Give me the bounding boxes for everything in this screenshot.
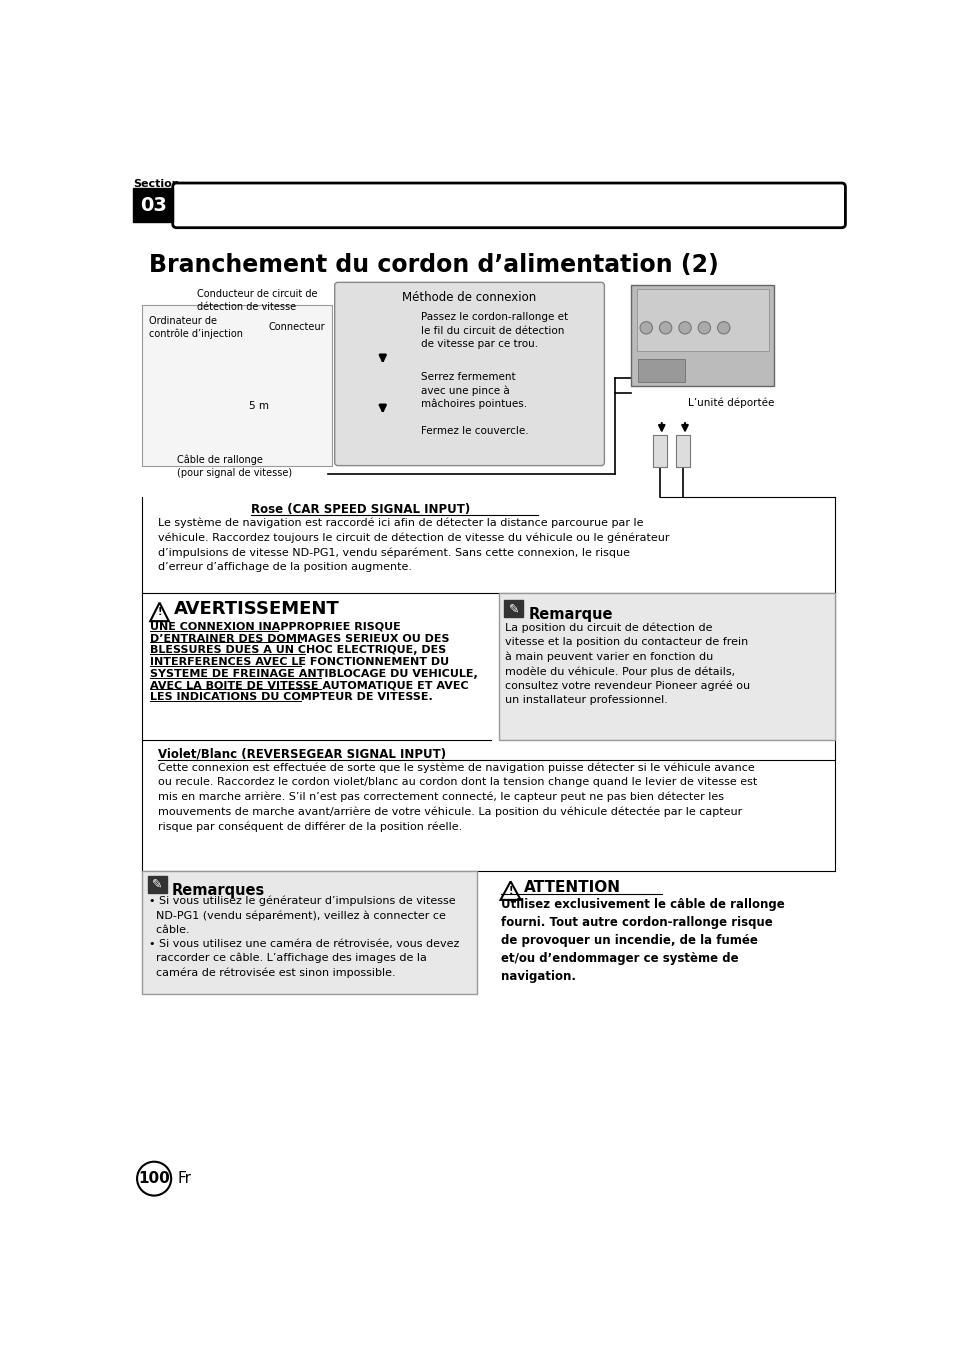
Text: Utilisez exclusivement le câble de rallonge
fourni. Tout autre cordon-rallonge r: Utilisez exclusivement le câble de rallo…	[500, 898, 783, 983]
FancyBboxPatch shape	[335, 283, 604, 465]
Text: !: !	[157, 607, 162, 617]
Circle shape	[698, 322, 710, 334]
FancyBboxPatch shape	[653, 435, 666, 468]
Text: SYSTEME DE FREINAGE ANTIBLOCAGE DU VEHICULE,: SYSTEME DE FREINAGE ANTIBLOCAGE DU VEHIC…	[150, 669, 477, 679]
Text: L’unité déportée: L’unité déportée	[688, 397, 774, 407]
FancyBboxPatch shape	[630, 285, 773, 385]
FancyBboxPatch shape	[638, 358, 684, 381]
Text: Méthode de connexion: Méthode de connexion	[402, 291, 537, 304]
Circle shape	[639, 322, 652, 334]
Text: Fermez le couvercle.: Fermez le couvercle.	[421, 426, 529, 435]
Text: INTERFERENCES AVEC LE FONCTIONNEMENT DU: INTERFERENCES AVEC LE FONCTIONNEMENT DU	[150, 657, 449, 667]
Text: Remarque: Remarque	[528, 607, 613, 622]
FancyBboxPatch shape	[133, 188, 173, 222]
FancyBboxPatch shape	[504, 600, 522, 618]
Text: Branchement du cordon d’alimentation (2): Branchement du cordon d’alimentation (2)	[149, 253, 718, 277]
FancyBboxPatch shape	[148, 876, 167, 892]
Text: AVEC LA BOITE DE VITESSE AUTOMATIQUE ET AVEC: AVEC LA BOITE DE VITESSE AUTOMATIQUE ET …	[150, 680, 468, 691]
Text: • Si vous utilisez le générateur d’impulsions de vitesse
  ND-PG1 (vendu séparém: • Si vous utilisez le générateur d’impul…	[149, 895, 458, 977]
Text: Connecteur: Connecteur	[269, 322, 325, 331]
FancyBboxPatch shape	[142, 304, 332, 466]
Text: UNE CONNEXION INAPPROPRIEE RISQUE: UNE CONNEXION INAPPROPRIEE RISQUE	[150, 622, 400, 631]
Circle shape	[659, 322, 671, 334]
Text: 03: 03	[140, 196, 167, 215]
Text: Branchement du système: Branchement du système	[198, 193, 558, 219]
Text: Câble de rallonge
(pour signal de vitesse): Câble de rallonge (pour signal de vitess…	[177, 454, 293, 477]
Text: AVERTISSEMENT: AVERTISSEMENT	[173, 599, 339, 618]
Text: Ordinateur de
contrôle d’injection: Ordinateur de contrôle d’injection	[149, 316, 242, 339]
Text: !: !	[508, 886, 513, 895]
Text: Cette connexion est effectuée de sorte que le système de navigation puisse détec: Cette connexion est effectuée de sorte q…	[158, 763, 757, 831]
Text: D’ENTRAINER DES DOMMAGES SERIEUX OU DES: D’ENTRAINER DES DOMMAGES SERIEUX OU DES	[150, 634, 449, 644]
Text: Rose (CAR SPEED SIGNAL INPUT): Rose (CAR SPEED SIGNAL INPUT)	[251, 503, 470, 516]
Text: 100: 100	[138, 1171, 170, 1186]
Text: ✎: ✎	[508, 603, 518, 615]
Text: 5 m: 5 m	[249, 402, 269, 411]
FancyBboxPatch shape	[498, 594, 835, 740]
FancyBboxPatch shape	[637, 289, 768, 352]
Text: Passez le cordon-rallonge et
le fil du circuit de détection
de vitesse par ce tr: Passez le cordon-rallonge et le fil du c…	[421, 312, 568, 349]
Text: La position du circuit de détection de
vitesse et la position du contacteur de f: La position du circuit de détection de v…	[505, 623, 750, 706]
Text: LES INDICATIONS DU COMPTEUR DE VITESSE.: LES INDICATIONS DU COMPTEUR DE VITESSE.	[150, 692, 433, 702]
Text: Le système de navigation est raccordé ici afin de détecter la distance parcourue: Le système de navigation est raccordé ic…	[158, 518, 669, 572]
Text: Serrez fermement
avec une pince à
mâchoires pointues.: Serrez fermement avec une pince à mâchoi…	[421, 372, 527, 410]
FancyBboxPatch shape	[172, 183, 844, 227]
Circle shape	[679, 322, 691, 334]
Text: Section: Section	[133, 178, 179, 189]
FancyBboxPatch shape	[142, 871, 476, 994]
FancyBboxPatch shape	[676, 435, 690, 468]
Text: Remarques: Remarques	[172, 883, 265, 898]
Text: Conducteur de circuit de
détection de vitesse: Conducteur de circuit de détection de vi…	[196, 289, 317, 312]
Text: BLESSURES DUES A UN CHOC ELECTRIQUE, DES: BLESSURES DUES A UN CHOC ELECTRIQUE, DES	[150, 645, 446, 656]
Circle shape	[717, 322, 729, 334]
Text: ATTENTION: ATTENTION	[523, 880, 620, 895]
Text: Fr: Fr	[177, 1171, 192, 1186]
Text: ✎: ✎	[152, 877, 162, 891]
Text: Violet/Blanc (REVERSEGEAR SIGNAL INPUT): Violet/Blanc (REVERSEGEAR SIGNAL INPUT)	[158, 748, 446, 760]
